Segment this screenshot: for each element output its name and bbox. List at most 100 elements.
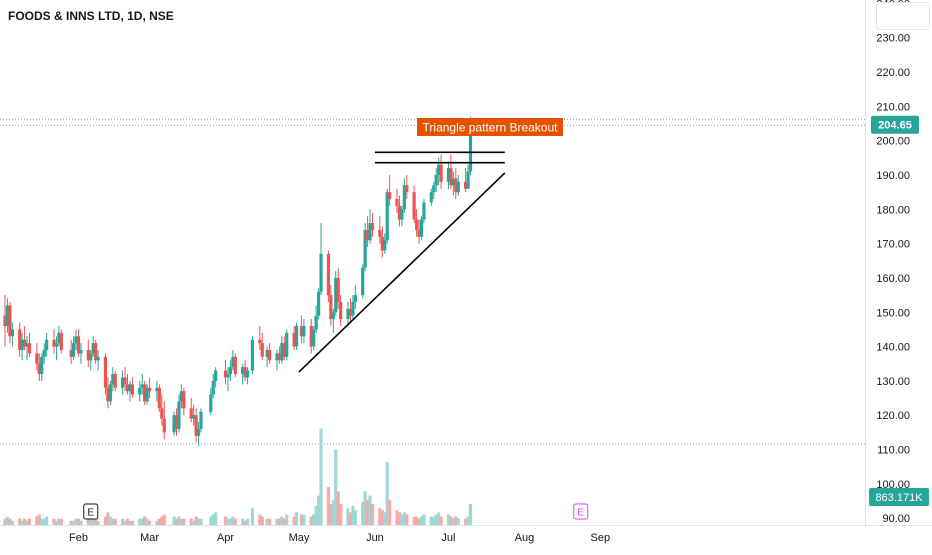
- volume-bar: [312, 514, 316, 525]
- candle-body: [361, 267, 365, 296]
- candle-body: [211, 380, 215, 395]
- volume-bar: [380, 510, 384, 525]
- candle-body: [245, 370, 250, 378]
- time-tick-label: Sep: [591, 532, 611, 544]
- candle-body: [466, 171, 470, 189]
- candle-body: [351, 301, 355, 316]
- volume-bar: [277, 518, 281, 525]
- volume-bar: [412, 516, 416, 525]
- volume-bar: [314, 506, 318, 525]
- price-tick-label: 100.00: [876, 479, 910, 491]
- price-tick-label: 150.00: [876, 307, 910, 319]
- candle-body: [128, 384, 132, 392]
- time-tick-label: Jun: [366, 532, 384, 544]
- volume-bar: [329, 504, 333, 525]
- candle-body: [194, 415, 198, 436]
- candle-body: [378, 229, 382, 237]
- time-axis-ticks[interactable]: Feb Mar Apr May Jun Jul Aug Sep: [69, 532, 610, 544]
- volume-bar: [400, 514, 404, 525]
- price-tick-label: 230.00: [876, 33, 910, 45]
- candle-body: [268, 350, 272, 361]
- candle-body: [172, 415, 176, 433]
- annotation-text: Triangle pattern Breakout: [423, 121, 559, 135]
- candle-body: [18, 329, 22, 350]
- trendlines[interactable]: [298, 151, 506, 373]
- price-tick-label: 190.00: [876, 170, 910, 182]
- price-tick-label: 120.00: [876, 410, 910, 422]
- volume-bar: [45, 516, 49, 525]
- volume-bar: [451, 518, 455, 525]
- volume-bar: [155, 520, 159, 525]
- price-tick-label: 200.00: [876, 136, 910, 148]
- time-tick-label: May: [289, 532, 310, 544]
- candle-body: [429, 192, 433, 203]
- volume-bar: [429, 516, 433, 525]
- candle-body: [121, 377, 125, 388]
- volume-bar: [5, 516, 10, 525]
- candle-body: [419, 219, 424, 237]
- volume-bar: [35, 516, 39, 525]
- volume-bar: [464, 518, 468, 525]
- volume-bar: [348, 512, 353, 525]
- volume-bar: [27, 518, 32, 525]
- candle-body: [37, 363, 41, 375]
- volume-bar: [363, 491, 367, 525]
- chart-title: FOODS & INNS LTD, 1D, NSE: [8, 9, 174, 23]
- volume-bar: [317, 495, 321, 525]
- scale-widget[interactable]: [876, 2, 930, 30]
- candle-body: [79, 350, 83, 354]
- candle-body: [27, 343, 32, 354]
- candle-body: [182, 391, 186, 409]
- candle-body: [94, 343, 98, 361]
- candle-body: [233, 356, 237, 375]
- candle-body: [147, 387, 152, 392]
- volume-bar: [211, 514, 215, 525]
- price-tick-label: 90.00: [882, 513, 910, 525]
- volume-bar: [52, 518, 56, 525]
- candle-body: [402, 185, 406, 210]
- candle-body: [25, 343, 29, 347]
- candle-body: [106, 387, 110, 402]
- volume-bar: [106, 512, 110, 525]
- earnings-marker: [83, 503, 99, 520]
- volume-bar: [108, 516, 112, 525]
- volume-bar: [182, 518, 186, 525]
- candle-body: [174, 415, 179, 429]
- volume-bar: [395, 510, 399, 525]
- volume-bar: [23, 518, 27, 525]
- candle-body: [339, 301, 343, 320]
- volume-bar: [468, 504, 473, 525]
- volume-bar: [383, 512, 387, 525]
- volume-bar: [336, 491, 340, 525]
- volume-bar: [194, 516, 198, 525]
- candle-body: [456, 181, 460, 193]
- candle-body: [437, 164, 441, 175]
- candle-body: [125, 384, 130, 392]
- candle-body: [130, 384, 134, 395]
- volume-bar: [319, 428, 323, 525]
- candle-body: [228, 367, 232, 375]
- candle-body: [250, 339, 255, 371]
- volume-bar: [140, 518, 144, 525]
- annotation[interactable]: Triangle pattern Breakout: [417, 118, 563, 136]
- price-tick-label: 170.00: [876, 239, 910, 251]
- volume-bar: [466, 516, 470, 525]
- candle-body: [317, 291, 321, 316]
- price-tick-label: 180.00: [876, 204, 910, 216]
- candle-body: [309, 325, 313, 347]
- volume-bar: [111, 518, 115, 525]
- candle-body: [143, 384, 147, 402]
- candle-body: [231, 356, 235, 368]
- volume-bar: [91, 518, 95, 525]
- volume-bar: [275, 518, 279, 525]
- volume-bar: [233, 518, 237, 525]
- volume-bar: [125, 518, 130, 525]
- volume-bar: [346, 508, 350, 525]
- candle-body: [326, 253, 330, 296]
- candle-body: [446, 168, 451, 182]
- candle-body: [140, 384, 144, 388]
- volume-bar: [223, 516, 228, 525]
